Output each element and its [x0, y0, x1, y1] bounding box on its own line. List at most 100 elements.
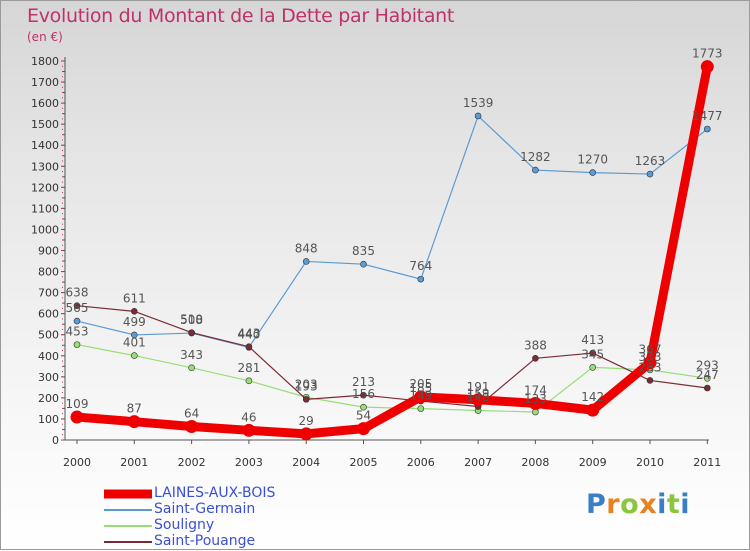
data-point [188, 329, 195, 336]
y-edge-dot [62, 92, 63, 94]
x-tick-label: 2011 [693, 456, 721, 469]
x-tick-label: 2003 [235, 456, 263, 469]
y-edge-dot [62, 244, 63, 246]
legend-label: LAINES-AUX-BOIS [154, 485, 276, 501]
logo-letter: x [639, 489, 658, 520]
y-edge-dot [62, 218, 63, 220]
data-label: 149 [409, 389, 432, 403]
y-edge-dot [62, 313, 63, 315]
y-edge-dot [62, 360, 63, 362]
data-point [131, 331, 138, 339]
logo-letter: t [666, 489, 681, 520]
y-edge-dot [62, 439, 63, 441]
data-point [242, 423, 256, 437]
data-point [299, 427, 313, 441]
y-tick-label: 0 [52, 434, 59, 447]
y-edge-dot [62, 192, 63, 194]
y-edge-dot [62, 186, 63, 188]
data-label: 367 [639, 343, 662, 357]
y-edge-dot [62, 155, 63, 157]
series-line-saint-pouange [76, 305, 708, 408]
y-edge-dot [62, 149, 63, 151]
y-edge-dot [62, 234, 63, 236]
data-label: 345 [581, 347, 604, 361]
data-label: 193 [295, 379, 318, 393]
data-point [73, 317, 81, 325]
series-line-souligny [76, 344, 708, 413]
data-label: 64 [184, 407, 199, 421]
data-label: 87 [127, 402, 142, 416]
x-tick-label: 2007 [464, 456, 492, 469]
data-label: 443 [237, 327, 260, 341]
data-point [700, 60, 714, 74]
y-edge-dot [62, 407, 63, 409]
data-label: 1773 [692, 47, 723, 61]
legend-label: Saint-Pouange [154, 533, 256, 549]
y-tick-label: 1200 [31, 181, 59, 194]
legend-label: Souligny [154, 517, 215, 533]
data-point [127, 415, 141, 429]
y-edge-dot [62, 113, 63, 115]
data-point [703, 375, 711, 382]
data-label: 343 [180, 348, 203, 362]
data-label: 185 [409, 381, 432, 395]
data-label: 46 [241, 410, 256, 424]
data-label: 611 [123, 291, 146, 305]
data-point [360, 403, 367, 411]
y-edge-dot [62, 355, 63, 357]
data-label: 848 [295, 241, 318, 255]
y-edge-dot [62, 381, 63, 383]
data-label: 1270 [577, 153, 608, 167]
data-point [245, 377, 253, 385]
logo-letter: i [680, 489, 691, 520]
y-edge-dot [62, 260, 63, 262]
y-tick-label: 700 [38, 287, 59, 300]
data-label: 1263 [635, 154, 666, 168]
legend-swatch [104, 489, 152, 499]
y-edge-dot [62, 365, 63, 367]
data-point [417, 275, 425, 283]
y-edge-dot [62, 434, 63, 436]
data-point [414, 390, 428, 404]
y-edge-dot [62, 107, 63, 109]
y-edge-dot [62, 386, 63, 388]
data-point [131, 352, 138, 359]
data-point [703, 125, 711, 133]
y-edge-dot [62, 202, 63, 204]
x-tick-label: 2000 [63, 456, 91, 469]
data-point [73, 341, 81, 348]
x-tick-label: 2001 [120, 456, 148, 469]
y-tick-label: 1100 [31, 202, 59, 215]
data-label: 565 [66, 301, 89, 315]
y-tick-label: 400 [38, 350, 59, 363]
logo-letter: o [620, 489, 640, 520]
data-point [360, 391, 367, 399]
data-point [589, 364, 597, 371]
y-edge-dot [62, 339, 63, 341]
y-edge-dot [62, 334, 63, 336]
data-label: 29 [299, 414, 314, 428]
data-label: 140 [467, 391, 490, 405]
y-edge-dot [62, 197, 63, 199]
y-edge-dot [62, 118, 63, 120]
data-point [646, 170, 654, 178]
chart-title: Evolution du Montant de la Dette par Hab… [27, 5, 455, 27]
data-point [131, 308, 138, 315]
y-edge-dot [62, 265, 63, 267]
y-edge-dot [62, 139, 63, 141]
data-point [586, 403, 600, 417]
data-label: 174 [524, 383, 547, 397]
data-label: 638 [66, 286, 89, 300]
y-edge-dot [62, 307, 63, 309]
y-tick-label: 900 [38, 245, 59, 258]
y-tick-label: 1700 [31, 76, 59, 89]
data-label: 205 [409, 377, 432, 391]
data-label: 213 [352, 375, 375, 389]
data-point [70, 410, 84, 424]
data-label: 1539 [463, 96, 494, 110]
y-edge-dot [62, 213, 63, 215]
chart-subtitle: (en €) [27, 30, 63, 44]
y-edge-dot [62, 255, 63, 257]
y-edge-dot [62, 160, 63, 162]
data-label: 413 [581, 333, 604, 347]
